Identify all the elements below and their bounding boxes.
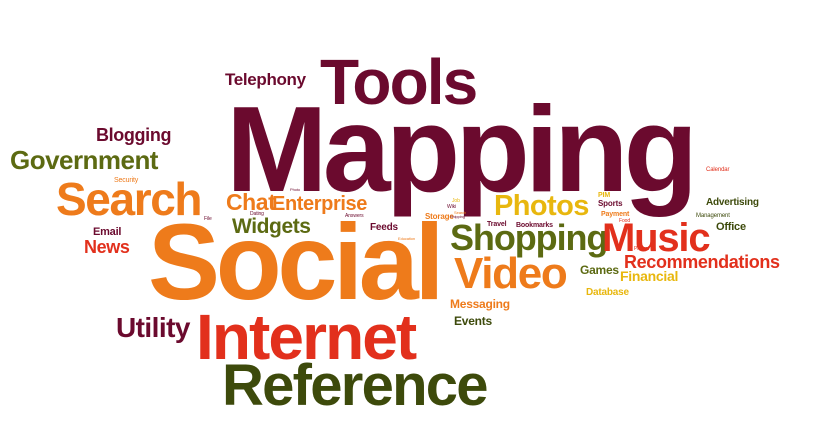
word-security: Security bbox=[114, 177, 139, 184]
word-calendar: Calendar bbox=[706, 167, 730, 173]
word-reference: Reference bbox=[222, 353, 489, 418]
word-pim: PIM bbox=[598, 192, 611, 199]
word-payment: Payment bbox=[601, 211, 630, 218]
word-travel: Travel bbox=[487, 221, 507, 228]
word-shipping: Shipping bbox=[450, 214, 465, 219]
word-telephony: Telephony bbox=[225, 70, 306, 89]
word-photos: Photos bbox=[494, 190, 589, 222]
word-social: Social bbox=[148, 201, 445, 322]
word-food: Food bbox=[619, 218, 630, 224]
word-enterprise: Enterprise bbox=[272, 193, 367, 215]
word-search-small: Search bbox=[454, 210, 467, 215]
word-utility: Utility bbox=[116, 312, 190, 343]
word-answers: Answers bbox=[345, 213, 364, 219]
word-photo: Photo bbox=[290, 187, 301, 192]
word-management: Management bbox=[696, 213, 730, 219]
word-wiki: Wiki bbox=[447, 204, 457, 210]
word-database: Database bbox=[586, 287, 629, 298]
word-news: News bbox=[84, 237, 130, 257]
word-financial: Financial bbox=[620, 268, 679, 284]
word-sports: Sports bbox=[598, 199, 623, 208]
word-file: File bbox=[204, 216, 212, 222]
word-blogging: Blogging bbox=[96, 125, 172, 145]
word-bookmarks: Bookmarks bbox=[516, 222, 553, 229]
word-recommendations: Recommendations bbox=[624, 252, 780, 272]
word-feeds: Feeds bbox=[370, 222, 398, 233]
word-government: Government bbox=[10, 145, 158, 175]
word-events: Events bbox=[454, 314, 492, 328]
word-advertising: Advertising bbox=[706, 197, 759, 208]
word-shopping: Shopping bbox=[450, 217, 608, 258]
word-music: Music bbox=[602, 216, 711, 260]
word-chat: Chat bbox=[226, 189, 276, 215]
word-widgets: Widgets bbox=[232, 215, 311, 238]
word-video: Video bbox=[454, 249, 568, 298]
word-office: Office bbox=[716, 221, 746, 233]
word-education: Education bbox=[398, 236, 416, 241]
word-internet: Internet bbox=[196, 301, 417, 373]
word-storage: Storage bbox=[425, 212, 454, 221]
word-tools: Tools bbox=[320, 46, 478, 118]
word-dating: Dating bbox=[250, 211, 264, 217]
word-mapping: Mapping bbox=[226, 81, 698, 217]
word-messaging: Messaging bbox=[450, 297, 510, 311]
word-search: Search bbox=[56, 173, 203, 225]
word-games: Games bbox=[580, 263, 619, 277]
word-project: Project bbox=[634, 246, 649, 252]
word-job: Job bbox=[452, 198, 460, 204]
word-email: Email bbox=[93, 226, 122, 238]
